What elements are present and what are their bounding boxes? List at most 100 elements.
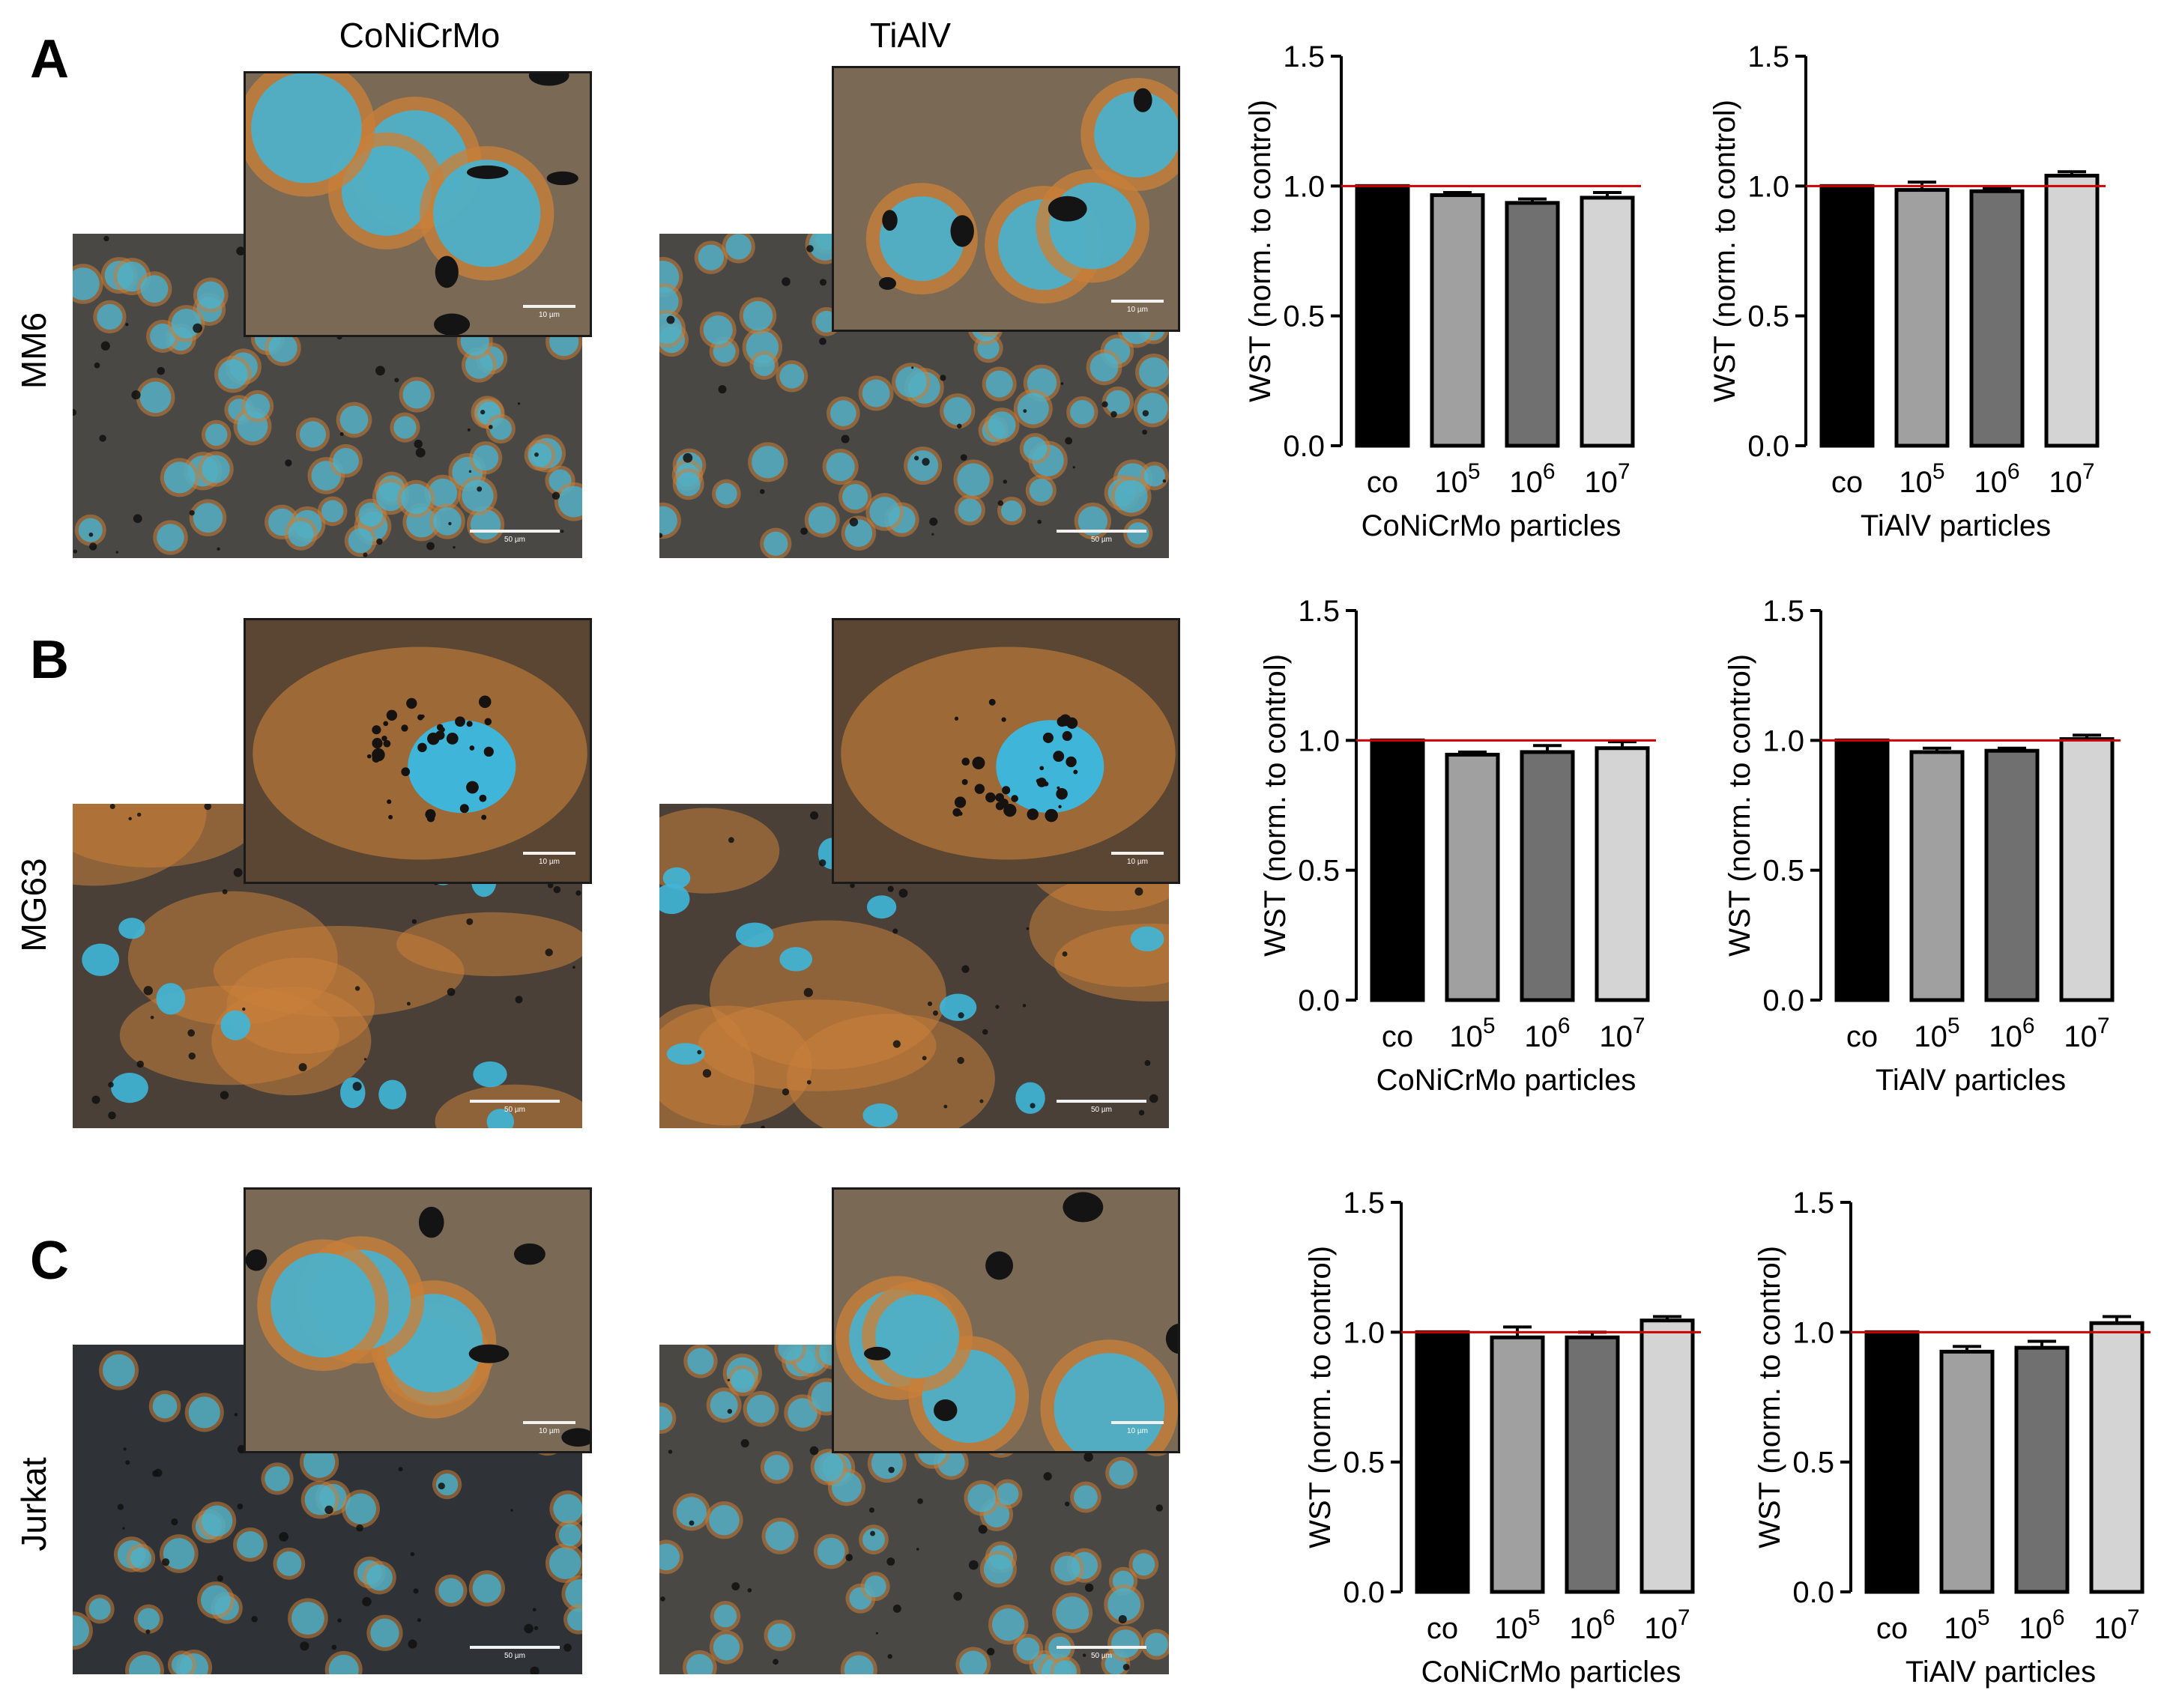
scale-bar: [1111, 852, 1164, 855]
bar-3: [1580, 196, 1635, 448]
scale-bar: [1057, 530, 1146, 533]
y-tick-label: 1.5: [1343, 1187, 1385, 1220]
x-tick-label: 105: [1494, 1605, 1540, 1645]
x-tick-label: co: [1367, 466, 1398, 499]
bar-chart-b-tialv: 0.0 0.5 1.0 1.5 WST (norm. to control) co 105 1…: [1723, 592, 2143, 1116]
y-tick-label: 0.5: [1747, 300, 1789, 333]
bar-2: [1984, 748, 2040, 1002]
bar-1: [1430, 193, 1485, 448]
bar-1: [1445, 752, 1500, 1002]
bar-0: [1370, 738, 1425, 1002]
scale-bar-label: 10 µm: [1127, 1427, 1148, 1435]
bar-1: [1894, 188, 1950, 448]
x-tick-label: 105: [1944, 1605, 1989, 1645]
scale-bar-label: 50 µm: [504, 1106, 525, 1114]
bar-3: [2044, 173, 2100, 448]
x-axis-label: CoNiCrMo particles: [1361, 509, 1622, 542]
bar-chart-a-conicrmo: 0.0 0.5 1.0 1.5 WST (norm. to control) co 105 1…: [1244, 37, 1663, 562]
scale-bar: [1057, 1646, 1146, 1649]
scale-bar-label: 50 µm: [1091, 1106, 1112, 1114]
x-tick-label: 106: [1569, 1605, 1615, 1645]
y-tick-label: 0.0: [1792, 1576, 1834, 1609]
micrograph-inset-c-conicrmo: 10 µm: [244, 1187, 592, 1453]
scale-bar-label: 10 µm: [1127, 858, 1148, 866]
x-axis-label: TiAlV particles: [1876, 1064, 2066, 1097]
bar-1: [1939, 1349, 1995, 1594]
y-tick-label: 0.0: [1343, 1576, 1385, 1609]
x-axis-label: CoNiCrMo particles: [1421, 1656, 1681, 1689]
column-header-conicrmo: CoNiCrMo: [339, 16, 501, 55]
x-tick-label: co: [1427, 1612, 1458, 1645]
y-tick-label: 1.0: [1283, 170, 1325, 203]
bar-chart-c-conicrmo: 0.0 0.5 1.0 1.5 WST (norm. to control) co 105 1…: [1304, 1184, 1723, 1708]
scale-bar-label: 50 µm: [1091, 536, 1112, 544]
x-tick-label: co: [1846, 1020, 1878, 1053]
bar-chart-a-tialv: 0.0 0.5 1.0 1.5 WST (norm. to control) co 105 1…: [1708, 37, 2128, 562]
bar-2: [2014, 1345, 2070, 1594]
bar-0: [1834, 738, 1890, 1002]
scale-bar: [523, 1421, 575, 1424]
x-tick-label: 107: [1584, 459, 1630, 499]
y-axis-label: WST (norm. to control): [1708, 100, 1741, 402]
x-tick-label: 107: [1599, 1014, 1645, 1053]
bar-0: [1864, 1330, 1920, 1594]
scale-bar: [1057, 1100, 1146, 1103]
scale-bar: [523, 305, 575, 308]
y-tick-label: 0.5: [1283, 300, 1325, 333]
scale-bar-label: 10 µm: [539, 1427, 560, 1435]
x-tick-label: 105: [1914, 1014, 1959, 1053]
bar-0: [1819, 184, 1875, 448]
x-tick-label: 105: [1899, 459, 1944, 499]
panel-letter-b: B: [30, 630, 69, 690]
x-tick-label: co: [1831, 466, 1863, 499]
x-tick-label: 105: [1434, 459, 1480, 499]
y-tick-label: 1.0: [1298, 724, 1340, 757]
scale-bar-label: 10 µm: [539, 858, 560, 866]
micrograph-inset-b-conicrmo: 10 µm: [244, 618, 592, 884]
scale-bar-label: 10 µm: [1127, 306, 1148, 314]
y-axis-label: WST (norm. to control): [1304, 1246, 1337, 1548]
x-tick-label: co: [1876, 1612, 1908, 1645]
x-tick-label: 107: [2049, 459, 2094, 499]
y-tick-label: 1.5: [1283, 40, 1325, 73]
y-tick-label: 1.0: [1747, 170, 1789, 203]
y-tick-label: 0.5: [1792, 1447, 1834, 1480]
y-axis-label: WST (norm. to control): [1244, 100, 1277, 402]
y-axis-label: WST (norm. to control): [1753, 1246, 1786, 1548]
scale-bar: [470, 1646, 560, 1649]
y-tick-label: 0.0: [1762, 984, 1804, 1017]
y-tick-label: 0.5: [1343, 1447, 1385, 1480]
bar-2: [1565, 1335, 1620, 1594]
y-axis-label: WST (norm. to control): [1259, 654, 1292, 957]
x-tick-label: 107: [1644, 1605, 1690, 1645]
bar-2: [1520, 750, 1575, 1002]
x-axis-label: TiAlV particles: [1861, 509, 2051, 542]
bar-1: [1909, 750, 1965, 1002]
row-label-mg63: MG63: [14, 858, 53, 952]
y-tick-label: 1.5: [1747, 40, 1789, 73]
x-tick-label: 106: [2019, 1605, 2064, 1645]
micrograph-inset-c-tialv: 10 µm: [832, 1187, 1180, 1453]
y-tick-label: 1.5: [1298, 595, 1340, 628]
x-tick-label: 107: [2094, 1605, 2139, 1645]
bar-0: [1415, 1330, 1470, 1594]
scale-bar: [1111, 300, 1164, 303]
y-tick-label: 0.5: [1762, 855, 1804, 888]
micrograph-inset-a-conicrmo: 10 µm: [244, 71, 592, 337]
bar-3: [2089, 1321, 2145, 1594]
bar-2: [1969, 189, 2025, 448]
y-tick-label: 0.0: [1747, 430, 1789, 463]
x-tick-label: 106: [1524, 1014, 1570, 1053]
y-tick-label: 1.5: [1762, 595, 1804, 628]
bar-3: [2059, 737, 2115, 1002]
scale-bar: [470, 1100, 560, 1103]
scale-bar-label: 50 µm: [504, 1652, 525, 1660]
x-axis-label: TiAlV particles: [1905, 1656, 2096, 1689]
scale-bar: [470, 530, 560, 533]
y-tick-label: 1.0: [1762, 724, 1804, 757]
y-axis-label: WST (norm. to control): [1723, 654, 1756, 957]
